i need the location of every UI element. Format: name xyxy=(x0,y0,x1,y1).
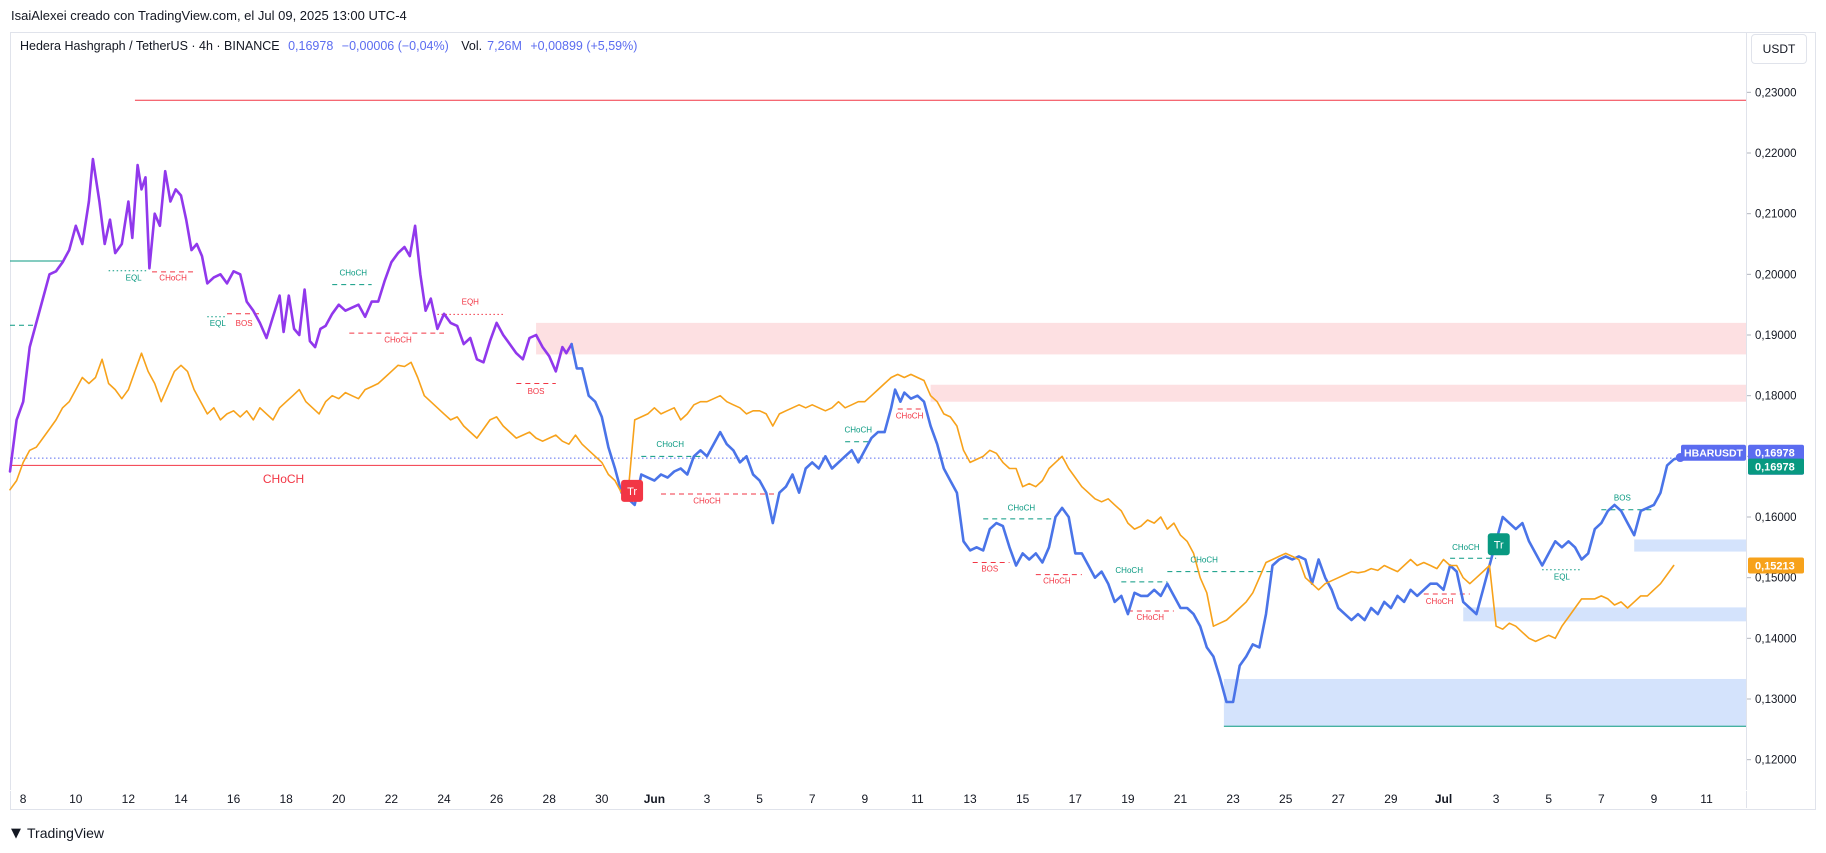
y-axis-tick-label: 0,14000 xyxy=(1755,633,1797,645)
structure-label: CHoCH xyxy=(1008,503,1036,512)
x-axis-tick-label: 29 xyxy=(1384,792,1398,806)
x-axis-tick-label: 11 xyxy=(911,792,924,806)
y-axis-tick-label: 0,13000 xyxy=(1755,694,1797,706)
trend-marker-label: Tr xyxy=(1494,539,1504,551)
structure-label: CHoCH xyxy=(1115,566,1143,575)
volume-value: 7,26M xyxy=(487,39,522,53)
x-axis-tick-label: Jun xyxy=(644,792,665,806)
trend-marker xyxy=(621,479,644,502)
zone-box xyxy=(1634,539,1746,552)
x-axis-tick-label: 19 xyxy=(1121,792,1135,806)
structure-label: CHoCH xyxy=(1426,597,1454,606)
series-line xyxy=(9,352,1675,643)
x-axis-tick-label: 23 xyxy=(1226,792,1240,806)
x-axis-tick-label: 18 xyxy=(280,792,294,806)
x-axis-tick-label: 21 xyxy=(1174,792,1188,806)
currency-button[interactable]: USDT xyxy=(1751,34,1807,64)
x-axis-tick-label: 3 xyxy=(1493,792,1500,806)
tradingview-logo-icon: ▼ xyxy=(11,825,21,841)
y-axis-tick-label: 0,21000 xyxy=(1755,209,1797,221)
price-tag xyxy=(1748,458,1804,475)
x-axis-tick-label: 27 xyxy=(1332,792,1346,806)
structure-label: CHoCH xyxy=(1452,543,1480,552)
structure-label: CHoCH xyxy=(1190,556,1218,565)
x-axis-tick-label: 22 xyxy=(385,792,399,806)
symbol-tag xyxy=(1681,444,1746,461)
volume-change: +0,00899 (+5,59%) xyxy=(530,39,638,53)
symbol-tag-label: HBARUSDT xyxy=(1684,448,1744,460)
structure-label: CHoCH xyxy=(159,273,187,282)
structure-label: EQH xyxy=(462,298,480,307)
last-price-value: 0,16978 xyxy=(1755,448,1795,460)
y-axis-tick-label: 0,18000 xyxy=(1755,391,1797,403)
x-axis-tick-label: 17 xyxy=(1069,792,1083,806)
x-axis-tick-label: 8 xyxy=(20,792,27,806)
series-line xyxy=(8,157,573,473)
x-axis-tick-label: 20 xyxy=(332,792,346,806)
chart-frame xyxy=(10,32,1816,810)
structure-label: BOS xyxy=(528,387,545,396)
structure-label: EQL xyxy=(1554,572,1571,581)
x-axis-tick-label: 9 xyxy=(1651,792,1658,806)
volume-label: Vol. xyxy=(461,39,483,53)
structure-label: CHoCH xyxy=(339,269,367,278)
x-axis-tick-label: 14 xyxy=(174,792,188,806)
x-axis-tick-label: 24 xyxy=(437,792,451,806)
tradingview-logo[interactable]: ▼ TradingView xyxy=(11,825,104,841)
x-axis-tick-label: Jul xyxy=(1435,792,1452,806)
y-axis-tick-label: 0,23000 xyxy=(1755,87,1797,99)
symbol-legend: Hedera Hashgraph / TetherUS · 4h · BINAN… xyxy=(20,39,642,53)
symbol-title[interactable]: Hedera Hashgraph / TetherUS · 4h · BINAN… xyxy=(20,39,280,53)
y-axis-tick-label: 0,20000 xyxy=(1755,269,1797,281)
x-axis-tick-label: 11 xyxy=(1700,792,1713,806)
price-tag-value: 0,15213 xyxy=(1755,561,1795,573)
chart-caption: IsaiAlexei creado con TradingView.com, e… xyxy=(11,8,407,23)
legend-change: −0,00006 (−0,04%) xyxy=(341,39,449,53)
x-axis-tick-label: 30 xyxy=(595,792,609,806)
zone-box xyxy=(1223,678,1746,727)
zone-box xyxy=(1463,607,1746,622)
x-axis-tick-label: 7 xyxy=(809,792,816,806)
structure-label: EQL xyxy=(210,319,227,328)
x-axis-tick-label: 25 xyxy=(1279,792,1293,806)
structure-label: CHoCH xyxy=(1043,577,1071,586)
x-axis-tick-label: 13 xyxy=(963,792,977,806)
structure-label: BOS xyxy=(236,319,253,328)
y-axis-tick-label: 0,16000 xyxy=(1755,512,1797,524)
structure-label: BOS xyxy=(981,565,998,574)
zone-box xyxy=(930,384,1746,402)
x-axis-tick-label: 5 xyxy=(756,792,763,806)
x-axis-tick-label: 7 xyxy=(1598,792,1605,806)
x-axis-tick-label: 26 xyxy=(490,792,504,806)
y-axis-tick-label: 0,22000 xyxy=(1755,148,1797,160)
structure-label: CHoCH xyxy=(844,426,872,435)
price-tag xyxy=(1748,557,1804,574)
x-axis-tick-label: 28 xyxy=(543,792,557,806)
x-axis-tick-label: 5 xyxy=(1545,792,1552,806)
structure-label: BOS xyxy=(1614,494,1631,503)
x-axis-tick-label: 3 xyxy=(704,792,711,806)
price-tag-value: 0,16978 xyxy=(1755,462,1795,474)
zone-box xyxy=(536,322,1747,355)
x-axis-tick-label: 15 xyxy=(1016,792,1030,806)
structure-label: CHoCH xyxy=(656,440,684,449)
y-axis-tick-label: 0,19000 xyxy=(1755,330,1797,342)
legend-price: 0,16978 xyxy=(288,39,334,53)
trend-marker xyxy=(1487,533,1510,556)
trend-marker-label: Tr xyxy=(627,486,637,498)
x-axis-tick-label: 12 xyxy=(122,792,136,806)
x-axis-tick-label: 9 xyxy=(862,792,869,806)
x-axis-tick-label: 16 xyxy=(227,792,241,806)
structure-label: CHoCH xyxy=(896,412,924,421)
structure-label: EQL xyxy=(126,273,143,282)
structure-label: CHoCH xyxy=(384,335,412,344)
y-axis-tick-label: 0,12000 xyxy=(1755,755,1797,767)
x-axis-tick-label: 10 xyxy=(69,792,83,806)
y-axis-tick-label: 0,15000 xyxy=(1755,573,1797,585)
structure-label: CHoCH xyxy=(263,472,304,486)
structure-label: CHoCH xyxy=(693,497,721,506)
structure-label: CHoCH xyxy=(1136,613,1164,622)
brand-name: TradingView xyxy=(27,825,105,841)
